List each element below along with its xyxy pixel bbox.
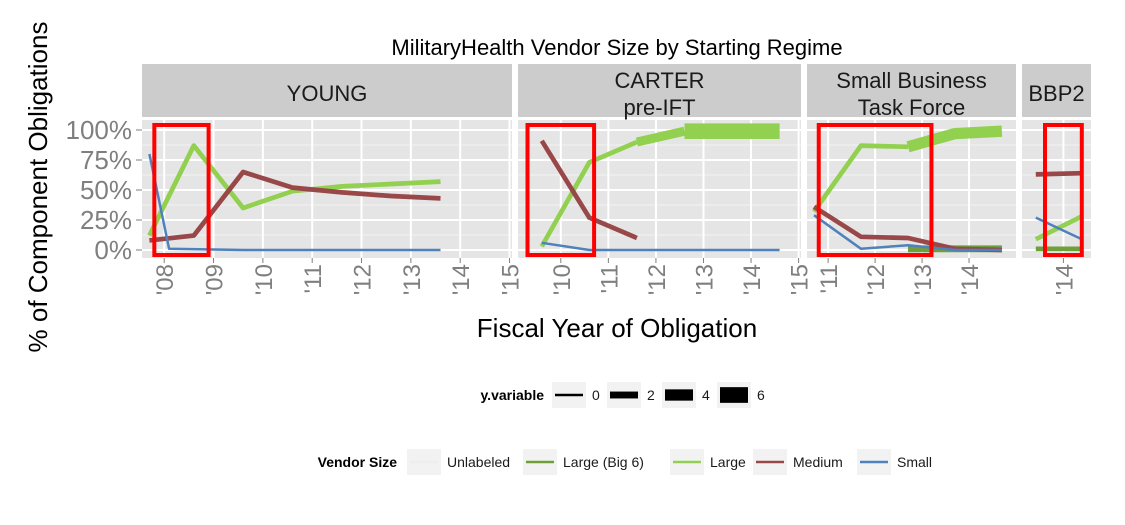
- color-legend-title: Vendor Size: [318, 454, 398, 470]
- x-tick-label: '10: [251, 264, 278, 295]
- size-legend-title: y.variable: [480, 387, 544, 403]
- x-tick-label: '13: [910, 264, 937, 295]
- panel-strip-label: CARTER: [614, 68, 704, 93]
- x-axis-ticks: '08 '09 '10 '11 '12 '13 '14 '15 '10 '11 '12 '13 '14 '…: [152, 258, 1078, 295]
- series-line-medium: [539, 139, 638, 241]
- y-tick-label: 50%: [80, 175, 132, 205]
- color-legend-label: Large (Big 6): [563, 454, 644, 470]
- x-tick-label: '12: [863, 264, 890, 295]
- highlight-box: [525, 123, 597, 257]
- x-tick-label: '14: [739, 264, 766, 295]
- series-line-small: [541, 241, 780, 252]
- series-line-large: [906, 125, 1003, 153]
- panel-strip: [807, 64, 1016, 117]
- size-legend-label: 6: [757, 387, 765, 403]
- series-line-small: [813, 214, 1002, 252]
- panel-strip-label: YOUNG: [287, 81, 368, 106]
- color-legend-label: Small: [897, 454, 932, 470]
- series-line-large: [147, 143, 441, 237]
- series-line-small: [148, 153, 441, 252]
- color-legend: Vendor Size Unlabeled Large (Big 6) Large M…: [318, 449, 932, 475]
- panel-strip: [1022, 64, 1091, 117]
- y-axis-title: % of Component Obligations: [23, 22, 53, 353]
- size-legend-label: 0: [592, 387, 600, 403]
- panel-strip-label: pre-IFT: [623, 95, 695, 120]
- y-tick-label: 75%: [80, 145, 132, 175]
- size-legend-swatch: [720, 387, 748, 403]
- x-axis-title: Fiscal Year of Obligation: [477, 313, 757, 343]
- highlight-box: [1043, 123, 1084, 257]
- color-legend-label: Medium: [793, 454, 843, 470]
- size-legend-label: 2: [647, 387, 655, 403]
- panel-3: BBP2: [1022, 64, 1091, 258]
- series-line-medium: [1035, 170, 1082, 177]
- panel-strip-label: Task Force: [858, 95, 966, 120]
- panel-0: YOUNG: [142, 64, 512, 258]
- size-legend-swatch: [610, 391, 638, 399]
- x-tick-label: '11: [816, 264, 843, 294]
- size-legend-label: 4: [702, 387, 710, 403]
- highlight-box: [152, 123, 211, 257]
- color-legend-label: Large: [710, 454, 746, 470]
- x-tick-label: '11: [596, 264, 623, 294]
- x-tick-label: '14: [448, 264, 475, 295]
- panel-strip-label: BBP2: [1028, 81, 1084, 106]
- size-legend-swatch: [555, 393, 583, 397]
- x-tick-label: '08: [152, 264, 179, 295]
- color-legend-label: Unlabeled: [447, 454, 510, 470]
- panel-strip: [518, 64, 801, 117]
- x-tick-label: '09: [202, 264, 229, 295]
- panel-series: [812, 125, 1003, 253]
- panel-series: [539, 123, 780, 252]
- series-line-large: [635, 126, 686, 147]
- x-tick-label: '11: [300, 264, 327, 294]
- series-line-medium: [149, 169, 441, 243]
- x-tick-label: '14: [1051, 264, 1078, 295]
- size-legend: y.variable 0 2 4 6: [480, 382, 765, 408]
- size-legend-swatch: [665, 389, 693, 401]
- x-tick-label: '13: [691, 264, 718, 295]
- panel-strip: [142, 64, 512, 117]
- highlight-box: [816, 123, 934, 257]
- x-tick-label: '12: [644, 264, 671, 295]
- panel-series: [147, 143, 441, 252]
- y-tick-label: 100%: [66, 115, 133, 145]
- x-tick-label: '10: [549, 264, 576, 295]
- panel-strip-label: Small Business: [836, 68, 986, 93]
- x-tick-label: '15: [498, 264, 525, 295]
- chart-title: MilitaryHealth Vendor Size by Starting R…: [391, 35, 842, 60]
- y-tick-label: 25%: [80, 205, 132, 235]
- y-tick-label: 0%: [94, 235, 132, 265]
- x-tick-label: '13: [399, 264, 426, 295]
- series-line-large: [812, 143, 909, 213]
- y-axis-ticks: 0%25%50%75%100%: [66, 115, 142, 265]
- chart-panels: '08 '09 '10 '11 '12 '13 '14 '15 '10 '11 '12 '13 '14 '…: [142, 64, 1091, 295]
- x-tick-label: '12: [350, 264, 377, 295]
- x-tick-label: '15: [787, 264, 814, 295]
- series-line-large: [539, 139, 638, 248]
- x-tick-label: '14: [957, 264, 984, 295]
